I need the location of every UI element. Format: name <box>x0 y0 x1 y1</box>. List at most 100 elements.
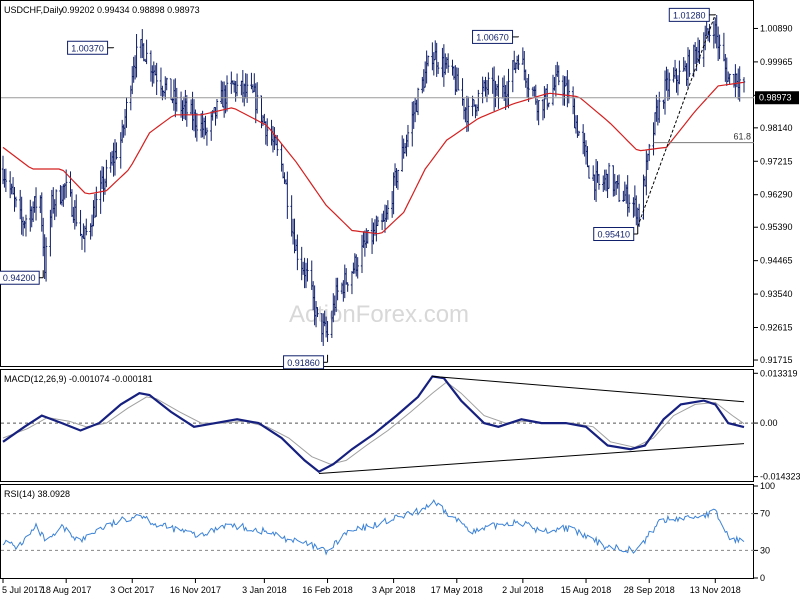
ohlc-bar <box>738 66 741 102</box>
ohlc-bar <box>406 124 410 148</box>
ohlc-bar <box>115 142 118 160</box>
rsi-tick-label: 100 <box>760 481 775 491</box>
price-annotation: 0.95410 <box>593 226 639 242</box>
fib-618-label: 61.8 <box>733 132 751 142</box>
ohlc-bar <box>577 130 581 136</box>
ohlc-bar <box>517 54 520 71</box>
macd-axis: 0.013319 0.00 -0.014323 <box>754 368 800 482</box>
annotation-label: 1.00370 <box>71 43 104 53</box>
ohlc-bar <box>547 102 550 108</box>
ohlc-bar <box>286 171 289 219</box>
ohlc-bar <box>135 34 138 78</box>
price-tick-label: 0.98140 <box>760 123 793 133</box>
ohlc-bar <box>346 282 349 292</box>
ohlc-bar <box>34 187 38 221</box>
header-symbol: USDCHF,Daily <box>4 5 64 15</box>
date-tick-label: 2 Jul 2018 <box>502 585 544 595</box>
ohlc-bar <box>446 53 450 73</box>
rsi-panel-frame <box>0 484 754 579</box>
rsi-tick-label: 0 <box>760 573 765 583</box>
current-price-box <box>755 91 799 105</box>
rising-trendline <box>637 14 716 227</box>
date-tick-label: 17 May 2018 <box>431 585 483 595</box>
header-ohlc: 0.99202 0.99434 0.98898 0.98973 <box>62 5 200 15</box>
current-price-tag: 0.98973 <box>755 91 799 105</box>
ohlc-bar <box>587 165 591 179</box>
ohlc-bar <box>235 73 239 97</box>
rsi-tick-label: 30 <box>760 545 770 555</box>
ohlc-bar <box>185 95 189 127</box>
current-price-value: 0.98973 <box>759 93 792 103</box>
watermark: ActionForex.com <box>289 301 469 328</box>
price-tick-label: 0.94465 <box>760 256 793 266</box>
ohlc-bar <box>145 39 148 65</box>
ohlc-bar <box>617 174 621 203</box>
ohlc-bar <box>266 118 269 147</box>
rsi-line <box>2 499 745 556</box>
annotation-label: 1.00670 <box>476 32 509 42</box>
ohlc-bar <box>728 73 731 85</box>
ohlc-bar <box>607 162 611 189</box>
ohlc-bar <box>296 234 299 271</box>
date-tick-label: 13 Nov 2018 <box>690 585 741 595</box>
ohlc-bar <box>668 72 671 100</box>
ohlc-bar <box>396 169 400 190</box>
date-tick-label: 16 Feb 2018 <box>302 585 353 595</box>
ohlc-bar <box>678 60 681 85</box>
ohlc-bar <box>155 62 158 96</box>
rsi-axis: 100 70 30 0 <box>754 481 775 583</box>
ohlc-bar <box>165 77 168 91</box>
ohlc-bar <box>356 257 359 279</box>
date-tick-label: 5 Jul 2017 <box>2 585 44 595</box>
ohlc-bar <box>85 218 88 236</box>
price-tick-label: 0.95390 <box>760 222 793 232</box>
price-tick-label: 1.00890 <box>760 23 793 33</box>
macd-upper-trendline <box>432 375 745 403</box>
price-tick-label: 0.93540 <box>760 289 793 299</box>
ohlc-bar <box>557 65 560 86</box>
ohlc-bar <box>24 214 28 237</box>
ohlc-bar <box>195 112 199 142</box>
date-tick-label: 16 Nov 2017 <box>170 585 221 595</box>
macd-tick-label: -0.014323 <box>760 472 800 482</box>
date-tick-label: 3 Apr 2018 <box>372 585 416 595</box>
date-tick-label: 28 Sep 2018 <box>624 585 675 595</box>
ohlc-bar <box>225 75 229 112</box>
macd-title: MACD(12,26,9) -0.001074 -0.000181 <box>4 374 153 384</box>
date-tick-label: 3 Oct 2017 <box>110 585 154 595</box>
ohlc-bar <box>316 307 319 318</box>
macd-signal-line <box>2 381 745 465</box>
annotation-label: 0.95410 <box>597 230 630 240</box>
ohlc-bar <box>698 39 701 65</box>
ohlc-bar <box>627 194 631 213</box>
ohlc-bar <box>436 61 440 74</box>
annotation-label: 0.94200 <box>3 273 36 283</box>
macd-tick-label: 0.00 <box>760 418 778 428</box>
ohlc-bar <box>75 194 78 227</box>
rsi-tick-label: 70 <box>760 509 770 519</box>
macd-main-line <box>2 375 745 474</box>
ohlc-bar <box>14 196 18 208</box>
ohlc-bar <box>742 77 746 93</box>
price-annotation: 0.91860 <box>283 354 329 370</box>
ohlc-bar <box>487 72 490 95</box>
ohlc-bar <box>205 127 209 146</box>
ohlc-bar <box>386 200 390 220</box>
macd-panel-frame <box>0 369 754 482</box>
annotation-label: 1.01280 <box>673 10 706 20</box>
price-tick-label: 0.91715 <box>760 355 793 365</box>
ohlc-bar <box>597 173 601 190</box>
ohlc-bar <box>326 321 329 342</box>
ohlc-bar <box>457 67 460 91</box>
ohlc-bar <box>537 100 540 126</box>
price-panel: ActionForex.com 1.008900.999650.990400.9… <box>0 0 799 370</box>
macd-panel: 0.013319 0.00 -0.014323 MACD(12,26,9) -0.0… <box>0 368 800 482</box>
date-tick-label: 3 Jan 2018 <box>242 585 287 595</box>
ohlc-bar <box>688 49 691 77</box>
ohlc-bar <box>708 23 711 43</box>
ohlc-bar <box>306 258 309 282</box>
ohlc-bar <box>477 89 480 112</box>
annotation-label: 0.91860 <box>287 358 320 368</box>
